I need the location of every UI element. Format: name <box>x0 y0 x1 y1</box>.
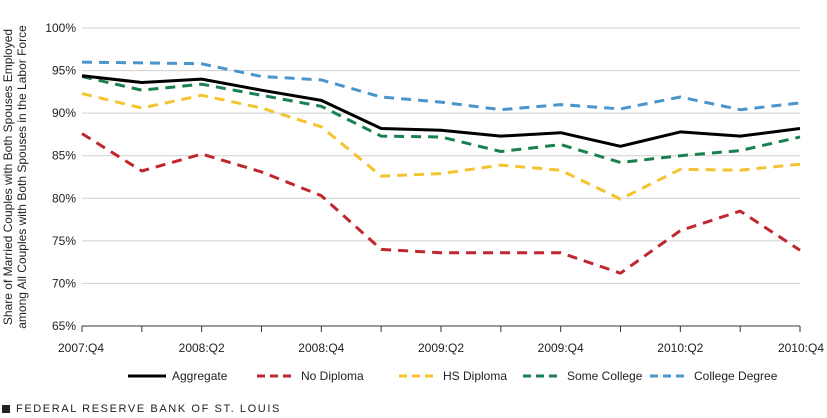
legend-label: HS Diploma <box>443 369 507 383</box>
line-chart: 65% 70% 75% 80% 85% 90% 95% 100% 2007:Q4 2008:Q2… <box>1 21 824 383</box>
series-line-aggregate <box>81 74 801 148</box>
x-tick-label: 2009:Q2 <box>418 341 464 355</box>
legend-label: College Degree <box>694 369 778 383</box>
series-line-hs-diploma <box>81 92 801 201</box>
x-tick-label: 2007:Q4 <box>58 341 104 355</box>
y-axis-label: Share of Married Couples with Both Spous… <box>1 25 29 329</box>
y-tick-label: 65% <box>52 319 76 333</box>
y-tick-label: 70% <box>52 276 76 290</box>
legend-label: No Diploma <box>301 369 364 383</box>
y-tick-label: 90% <box>52 106 76 120</box>
x-tick-label: 2008:Q4 <box>298 341 344 355</box>
legend: Aggregate No Diploma HS Diploma Some Colleg… <box>128 369 778 383</box>
x-axis <box>81 325 801 332</box>
footer-text: FEDERAL RESERVE BANK OF ST. LOUIS <box>16 403 281 415</box>
y-tick-label: 75% <box>52 234 76 248</box>
gridlines <box>82 27 800 284</box>
footer-square-icon <box>2 405 10 413</box>
legend-label: Aggregate <box>172 369 228 383</box>
x-tick-label: 2008:Q2 <box>179 341 225 355</box>
x-tick-label: 2010:Q2 <box>657 341 703 355</box>
series-lines <box>81 60 801 275</box>
y-axis-label-line: among All Couples with Both Spouses in t… <box>15 25 29 329</box>
y-tick-labels: 65% 70% 75% 80% 85% 90% 95% 100% <box>45 21 76 333</box>
y-axis-label-line: Share of Married Couples with Both Spous… <box>1 29 15 325</box>
x-tick-label: 2010:Q4 <box>778 341 824 355</box>
x-tick-labels: 2007:Q4 2008:Q2 2008:Q4 2009:Q2 2009:Q4 2010:… <box>58 341 824 355</box>
y-tick-label: 85% <box>52 149 76 163</box>
y-tick-label: 80% <box>52 191 76 205</box>
x-tick-label: 2009:Q4 <box>538 341 584 355</box>
series-line-no-diploma <box>81 132 801 275</box>
legend-label: Some College <box>567 369 643 383</box>
y-tick-label: 95% <box>52 64 76 78</box>
series-line-college-degree <box>81 60 801 112</box>
y-tick-label: 100% <box>45 21 76 35</box>
series-line-some-college <box>81 75 801 164</box>
footer-source: FEDERAL RESERVE BANK OF ST. LOUIS <box>2 402 281 416</box>
